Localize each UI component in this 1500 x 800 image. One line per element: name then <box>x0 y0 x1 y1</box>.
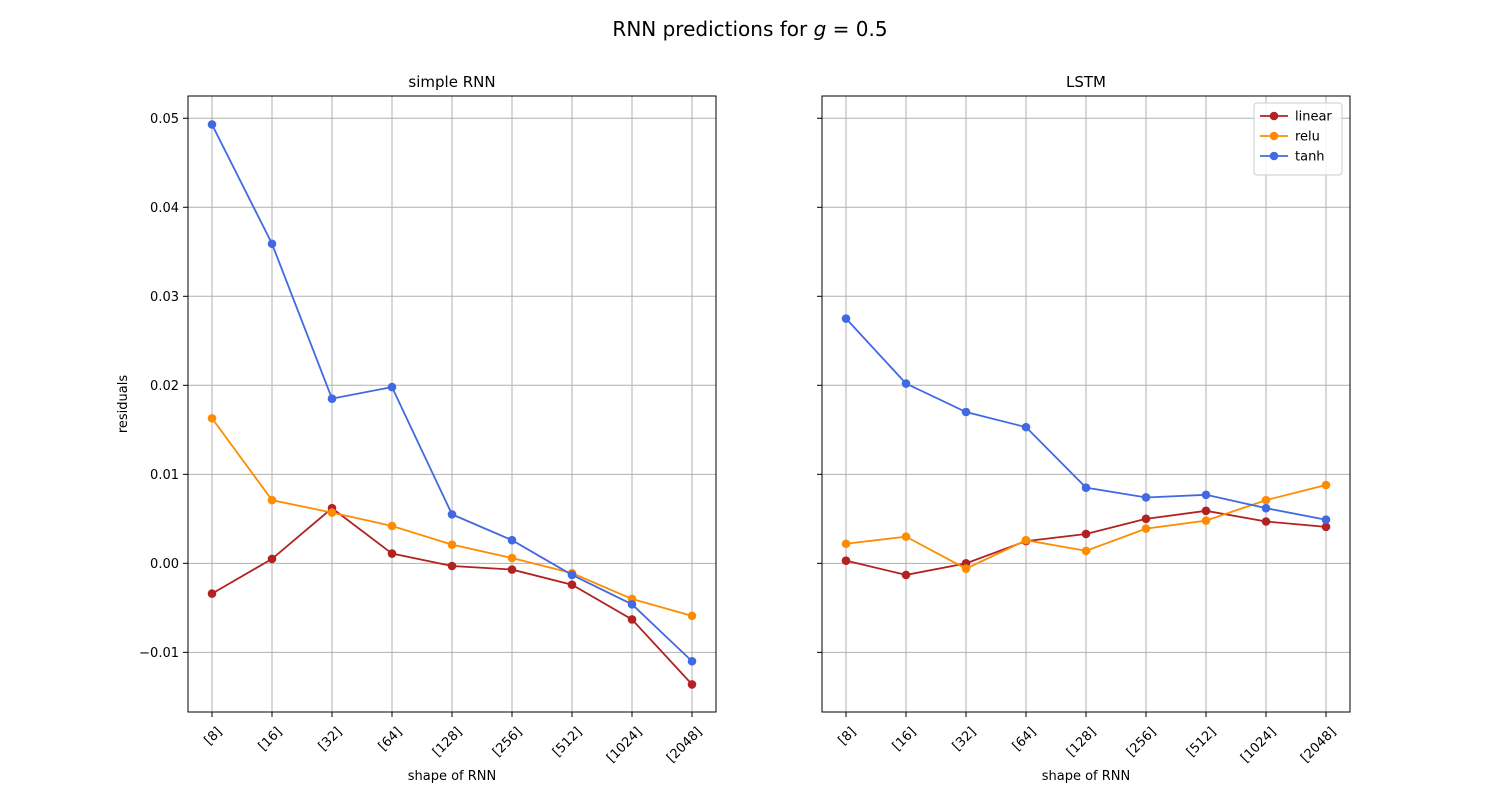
figure-title: RNN predictions for g = 0.5 <box>612 17 887 41</box>
data-point-linear <box>267 554 277 564</box>
data-point-linear <box>1261 517 1271 526</box>
data-point-linear <box>447 561 457 571</box>
data-point-tanh <box>1261 503 1271 513</box>
data-point-relu <box>507 553 517 563</box>
x-axis-label: shape of RNN <box>1042 769 1131 784</box>
data-point-tanh <box>687 656 697 666</box>
data-point-tanh <box>447 510 457 519</box>
data-point-relu <box>901 532 911 541</box>
series-tanh <box>841 314 1331 525</box>
data-point-relu <box>327 508 337 517</box>
series-relu <box>841 480 1331 573</box>
y-tick-label: 0.04 <box>150 201 179 216</box>
data-point-linear <box>901 570 911 580</box>
legend-marker-linear <box>1269 111 1279 121</box>
data-point-tanh <box>1321 515 1331 525</box>
data-point-linear <box>1201 506 1211 516</box>
legend-label-linear: linear <box>1295 110 1332 125</box>
x-tick-label: [1024] <box>1238 725 1279 766</box>
data-point-tanh <box>207 120 217 129</box>
figure-title-suffix: = 0.5 <box>826 17 887 41</box>
data-point-relu <box>841 539 851 549</box>
data-point-linear <box>687 680 697 689</box>
x-tick-label: [8] <box>836 725 860 749</box>
data-point-tanh <box>267 239 277 249</box>
x-tick-label: [64] <box>376 725 405 754</box>
data-point-linear <box>627 615 637 624</box>
data-point-relu <box>1321 480 1331 490</box>
figure-title-prefix: RNN predictions for <box>612 17 813 41</box>
y-tick-label: 0.03 <box>150 290 179 305</box>
data-point-relu <box>1021 535 1031 545</box>
y-tick-label: 0.02 <box>150 379 179 394</box>
data-point-linear <box>207 589 217 598</box>
x-tick-label: [32] <box>316 725 345 754</box>
chart-panel-1: [8] [16] [32] [64] [128] [256] [512] [1024] [204… <box>116 73 717 784</box>
data-point-tanh <box>961 407 971 417</box>
y-tick-label: −0.01 <box>139 646 179 661</box>
series-tanh <box>207 120 697 666</box>
x-tick-label: [128] <box>1064 725 1099 760</box>
data-point-relu <box>1261 495 1271 505</box>
axes-frame <box>187 95 717 713</box>
data-point-relu <box>267 495 277 505</box>
axes-title: LSTM <box>1066 73 1106 91</box>
x-tick-label: [2048] <box>664 725 705 766</box>
x-tick-label: [256] <box>490 725 525 760</box>
data-point-linear <box>567 580 577 590</box>
data-point-linear <box>507 565 517 574</box>
x-tick-label: [8] <box>202 725 226 749</box>
x-tick-label: [16] <box>256 725 285 754</box>
x-tick-label: [64] <box>1010 725 1039 754</box>
data-point-tanh <box>327 394 337 403</box>
data-point-tanh <box>841 314 851 323</box>
data-point-linear <box>387 549 397 558</box>
legend-label-tanh: tanh <box>1295 150 1325 165</box>
x-tick-label: [512] <box>550 725 585 760</box>
legend-marker-relu <box>1269 131 1279 141</box>
chart-panels: [8] [16] [32] [64] [128] [256] [512] [1024] [204… <box>116 73 1351 784</box>
data-point-tanh <box>1141 493 1151 502</box>
data-point-tanh <box>1081 483 1091 492</box>
legend-marker-tanh <box>1269 151 1279 161</box>
data-point-tanh <box>627 599 637 609</box>
data-point-relu <box>961 564 971 573</box>
data-point-linear <box>841 556 851 565</box>
y-tick-label: 0.01 <box>150 468 179 483</box>
data-point-tanh <box>1201 490 1211 500</box>
axes-frame <box>821 95 1351 713</box>
chart-panel-2: [8] [16] [32] [64] [128] [256] [512] [1024] [204… <box>817 73 1351 784</box>
x-tick-label: [2048] <box>1298 725 1339 766</box>
data-point-tanh <box>901 379 911 388</box>
y-tick-label: 0.05 <box>150 112 179 127</box>
legend-label-relu: relu <box>1295 130 1320 145</box>
axes-title: simple RNN <box>408 73 495 91</box>
x-tick-label: [512] <box>1184 725 1219 760</box>
figure-title-variable: g <box>814 17 827 41</box>
data-point-tanh <box>387 382 397 392</box>
x-tick-label: [32] <box>950 725 979 754</box>
data-point-linear <box>1081 529 1091 539</box>
data-point-linear <box>1141 514 1151 524</box>
data-point-relu <box>207 413 217 423</box>
x-tick-label: [128] <box>430 725 465 760</box>
data-point-relu <box>387 521 397 531</box>
y-axis-label: residuals <box>116 375 131 434</box>
data-point-tanh <box>567 570 577 580</box>
data-point-relu <box>1201 516 1211 525</box>
x-axis-label: shape of RNN <box>408 769 497 784</box>
data-point-tanh <box>507 535 517 545</box>
x-tick-label: [256] <box>1124 725 1159 760</box>
y-tick-label: 0.00 <box>150 557 179 572</box>
data-point-tanh <box>1021 422 1031 432</box>
data-point-relu <box>1141 524 1151 533</box>
x-tick-label: [1024] <box>604 725 645 766</box>
data-point-linear <box>1321 522 1331 532</box>
legend: linear relu tanh <box>1253 102 1343 176</box>
data-point-relu <box>687 611 697 621</box>
data-point-relu <box>1081 546 1091 556</box>
x-tick-label: [16] <box>890 725 919 754</box>
data-point-relu <box>447 540 457 549</box>
